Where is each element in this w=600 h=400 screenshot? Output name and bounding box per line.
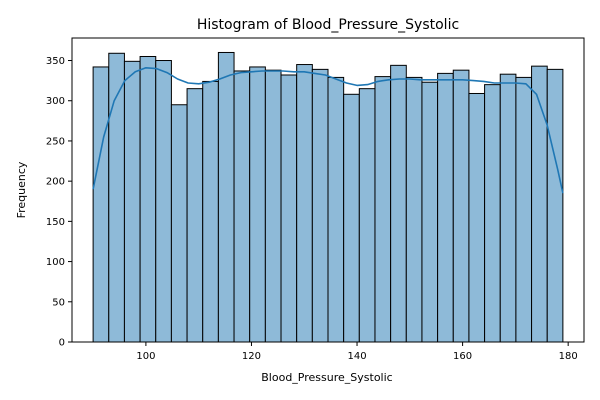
histogram-bar <box>468 92 486 343</box>
plot-frame <box>71 37 585 343</box>
y-axis-label: Frequency <box>15 161 28 218</box>
y-tick-label: 200 <box>46 177 65 188</box>
y-tick-label: 0 <box>59 338 65 349</box>
histogram-bar <box>358 88 376 343</box>
x-tick-label: 100 <box>136 351 155 362</box>
y-tick-label: 300 <box>46 96 65 107</box>
histogram-bar <box>452 69 470 343</box>
histogram-bar <box>343 93 360 343</box>
bars-group <box>92 51 564 343</box>
histogram-bar <box>155 60 172 343</box>
histogram-bar <box>531 65 548 343</box>
x-tick-label: 140 <box>347 351 366 362</box>
y-tick-label: 150 <box>46 217 65 228</box>
histogram-bar <box>546 68 564 343</box>
histogram-bar <box>405 76 423 343</box>
histogram-bar <box>515 76 533 343</box>
chart-title: Histogram of Blood_Pressure_Systolic <box>197 17 459 33</box>
histogram-bar <box>186 88 204 343</box>
histogram-bar <box>264 69 282 343</box>
histogram-bar <box>202 80 219 343</box>
histogram-bar <box>249 66 266 343</box>
x-tick-label: 160 <box>453 351 472 362</box>
kde-line <box>92 67 564 194</box>
y-tick-label: 50 <box>52 297 65 308</box>
y-tick-label: 350 <box>46 56 65 67</box>
x-axis: 100 120 140 160 180 <box>136 342 578 362</box>
histogram-bar <box>139 55 157 343</box>
histogram-bar <box>311 68 329 343</box>
histogram-bar <box>421 81 439 343</box>
histogram-bar <box>296 64 313 343</box>
histogram-bar <box>123 60 141 343</box>
x-tick-label: 120 <box>242 351 261 362</box>
histogram-bar <box>170 104 188 343</box>
y-tick-label: 250 <box>46 136 65 147</box>
histogram-bar <box>437 72 454 343</box>
histogram-bar <box>327 76 345 343</box>
histogram-bar <box>92 66 110 343</box>
x-tick-label: 180 <box>559 351 578 362</box>
histogram-bar <box>499 73 517 343</box>
histogram-bar <box>390 64 407 343</box>
y-axis: 0 50 100 150 200 250 300 350 <box>46 56 72 349</box>
histogram-bar <box>233 70 251 343</box>
histogram-bar <box>280 74 298 343</box>
x-axis-label: Blood_Pressure_Systolic <box>261 371 392 384</box>
histogram-bar <box>374 76 392 343</box>
histogram-bar <box>217 51 235 343</box>
histogram-bar <box>484 84 501 343</box>
y-tick-label: 100 <box>46 257 65 268</box>
kde-group <box>92 67 564 194</box>
